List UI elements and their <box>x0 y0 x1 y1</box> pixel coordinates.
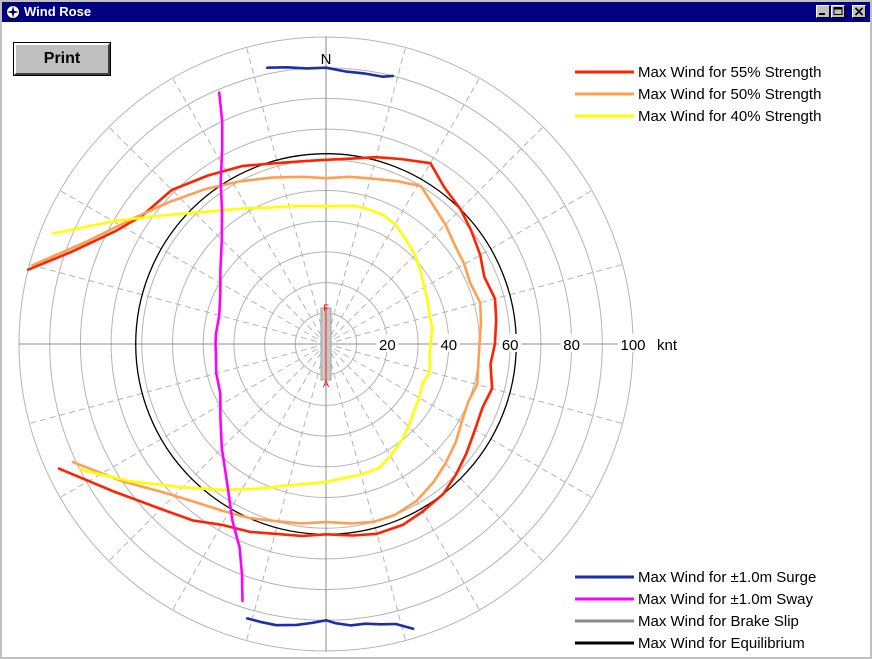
series-line-3-1 <box>246 617 415 631</box>
aft-marker: A <box>323 379 329 389</box>
grid-spoke <box>172 343 327 611</box>
radial-tick-label: 20 <box>379 337 396 354</box>
grid-spoke <box>246 343 327 641</box>
radial-tick-bg <box>376 334 399 352</box>
radial-tick-label: 80 <box>563 337 580 354</box>
legend-top-label: Max Wind for 50% Strength <box>638 86 821 103</box>
radial-tick-label: 100 <box>620 337 645 354</box>
close-icon <box>854 7 864 16</box>
grid-spoke <box>246 47 327 345</box>
wind-rose-app-icon <box>6 5 20 19</box>
series-line-1-0 <box>31 175 483 525</box>
radial-tick-bg <box>437 334 460 352</box>
grid-spoke <box>108 343 327 562</box>
grid-spoke <box>59 190 327 345</box>
grid-spoke <box>108 126 327 345</box>
grid-spoke <box>325 47 406 345</box>
close-button[interactable] <box>852 5 866 18</box>
north-label: N <box>321 51 332 68</box>
grid-spoke <box>325 343 480 611</box>
series-line-3-0 <box>266 66 395 78</box>
maximize-icon <box>833 7 843 15</box>
series-line-0-0 <box>26 155 498 538</box>
legend-top-label: Max Wind for 40% Strength <box>638 108 821 125</box>
radial-tick-bg <box>618 334 648 352</box>
series-line-2-0 <box>51 204 434 492</box>
maximize-button[interactable] <box>831 5 845 18</box>
window-title: Wind Rose <box>24 4 92 19</box>
radial-unit-label: knt <box>657 337 678 354</box>
minimize-icon <box>819 13 825 15</box>
labels-layer: N F A 20 40 60 80 100 knt <box>321 51 678 389</box>
grid-spoke <box>325 77 480 345</box>
grid-spoke <box>325 343 406 641</box>
legend-bottom-label: Max Wind for Brake Slip <box>638 613 799 630</box>
print-button[interactable]: Print <box>13 42 111 76</box>
grid-spoke <box>29 343 327 424</box>
legend: Max Wind for 55% Strength Max Wind for 50… <box>575 64 821 652</box>
legend-bottom-label: Max Wind for ±1.0m Surge <box>638 569 816 586</box>
legend-bottom-label: Max Wind for ±1.0m Sway <box>638 591 813 608</box>
legend-top-label: Max Wind for 55% Strength <box>638 64 821 81</box>
grid-spoke <box>325 343 623 424</box>
radial-tick-bg <box>560 334 583 352</box>
grid-spoke <box>29 264 327 345</box>
grid-spoke <box>325 126 544 345</box>
radial-tick-label: 40 <box>440 337 457 354</box>
legend-bottom-label: Max Wind for Equilibrium <box>638 635 805 652</box>
grid-spoke <box>172 77 327 345</box>
title-bar[interactable]: Wind Rose <box>2 2 870 22</box>
forward-marker: F <box>323 303 329 313</box>
radial-tick-label: 60 <box>502 337 519 354</box>
grid-spoke <box>59 343 327 498</box>
minimize-button[interactable] <box>816 5 830 18</box>
grid-spoke <box>325 343 593 498</box>
grid-spoke <box>325 264 623 345</box>
series-line-4-0 <box>214 91 244 603</box>
radial-tick-bg <box>499 334 522 352</box>
grid-spoke <box>325 343 544 562</box>
grid-spoke <box>325 190 593 345</box>
